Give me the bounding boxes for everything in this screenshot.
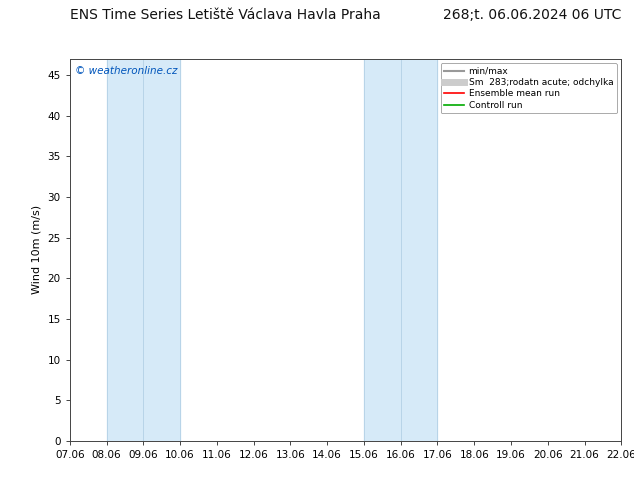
Text: 268;t. 06.06.2024 06 UTC: 268;t. 06.06.2024 06 UTC (443, 8, 621, 22)
Bar (107, 59, 180, 441)
Legend: min/max, Sm  283;rodatn acute; odchylka, Ensemble mean run, Controll run: min/max, Sm 283;rodatn acute; odchylka, … (441, 63, 617, 113)
Text: ENS Time Series Letiště Václava Havla Praha: ENS Time Series Letiště Václava Havla Pr… (70, 8, 380, 22)
Y-axis label: Wind 10m (m/s): Wind 10m (m/s) (32, 205, 42, 294)
Text: © weatheronline.cz: © weatheronline.cz (75, 67, 178, 76)
Bar (364, 59, 437, 441)
